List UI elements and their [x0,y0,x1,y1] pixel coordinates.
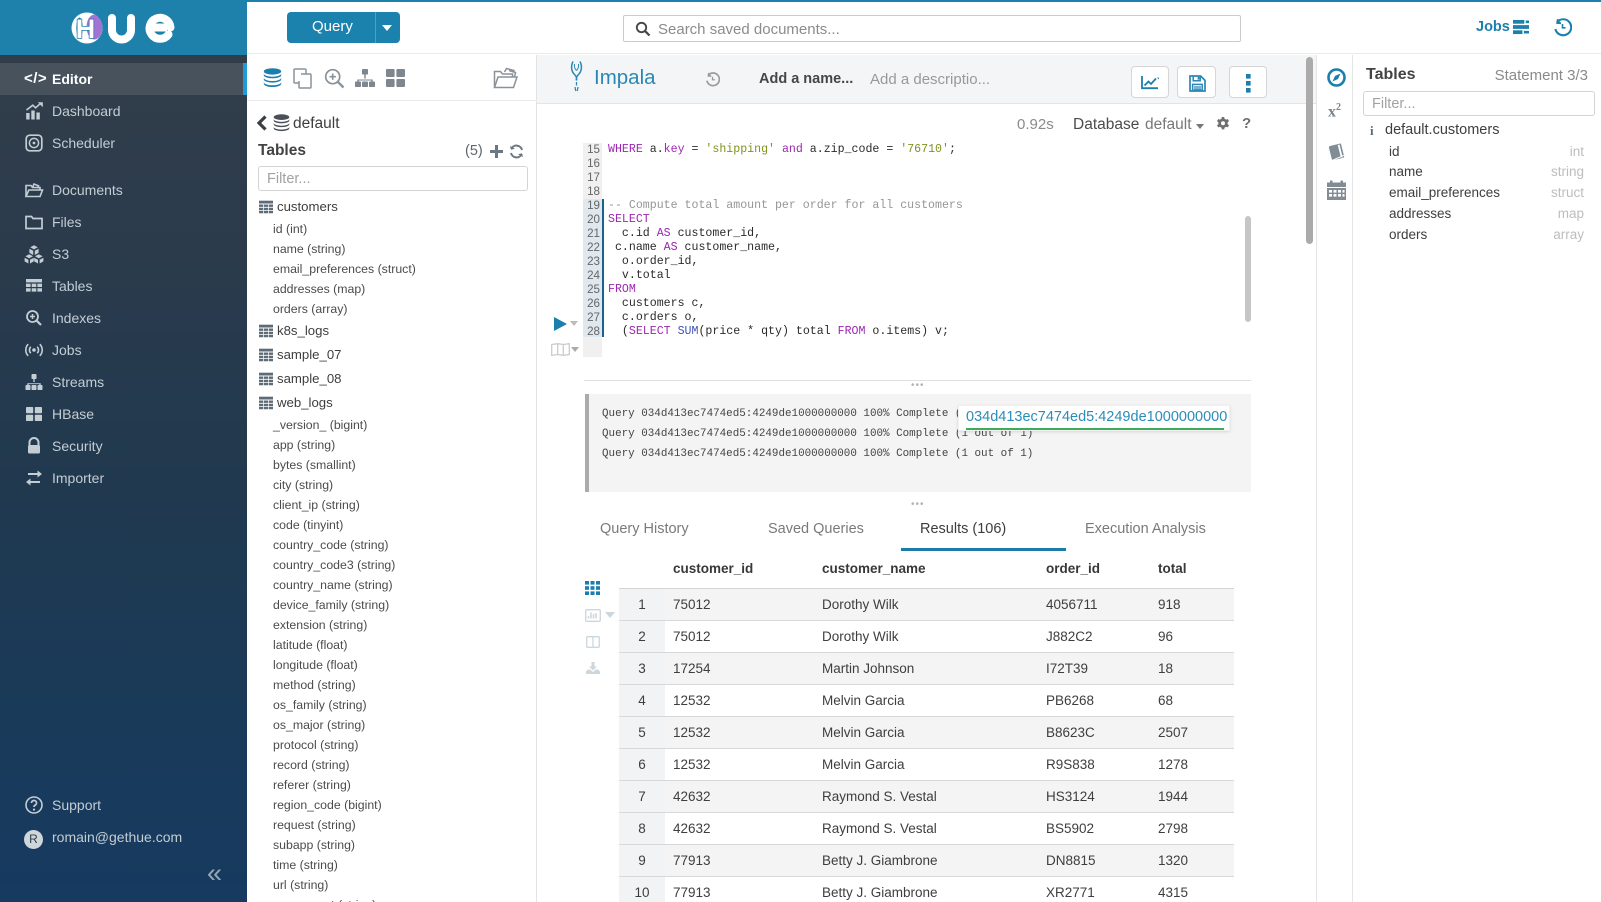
svg-text:H: H [76,14,96,44]
